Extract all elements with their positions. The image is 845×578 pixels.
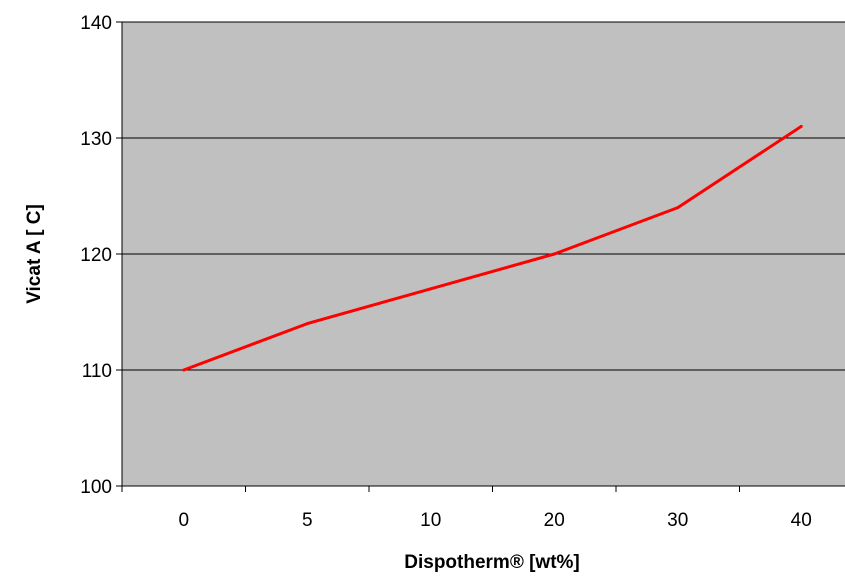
x-axis-ticks: 0 5 10 20 30 40 <box>121 486 812 531</box>
x-tick-label-10: 10 <box>420 510 441 531</box>
data-point-5 <box>305 322 309 326</box>
x-tick-label-40: 40 <box>791 510 812 531</box>
y-tick-label-130: 130 <box>80 129 112 150</box>
data-point-0 <box>182 368 186 372</box>
x-tick-label-0: 0 <box>178 510 189 531</box>
data-point-30 <box>676 206 680 210</box>
y-tick-label-100: 100 <box>80 477 112 498</box>
y-tick-label-140: 140 <box>80 13 112 34</box>
series-line-0 <box>183 125 803 372</box>
x-tick-label-30: 30 <box>667 510 688 531</box>
series-layer <box>182 124 803 372</box>
x-tick-label-20: 20 <box>544 510 565 531</box>
y-axis-ticks: 100 110 120 130 140 <box>80 13 122 498</box>
data-point-10 <box>429 287 433 291</box>
y-axis-title: Vicat A [ C] <box>24 204 45 304</box>
x-axis-title: Dispotherm® [wt%] <box>404 552 580 573</box>
grid-lines <box>122 21 845 371</box>
y-tick-label-120: 120 <box>80 245 112 266</box>
data-point-40 <box>799 124 803 128</box>
data-point-20 <box>552 252 556 256</box>
x-tick-label-5: 5 <box>302 510 313 531</box>
y-tick-label-110: 110 <box>82 361 112 382</box>
